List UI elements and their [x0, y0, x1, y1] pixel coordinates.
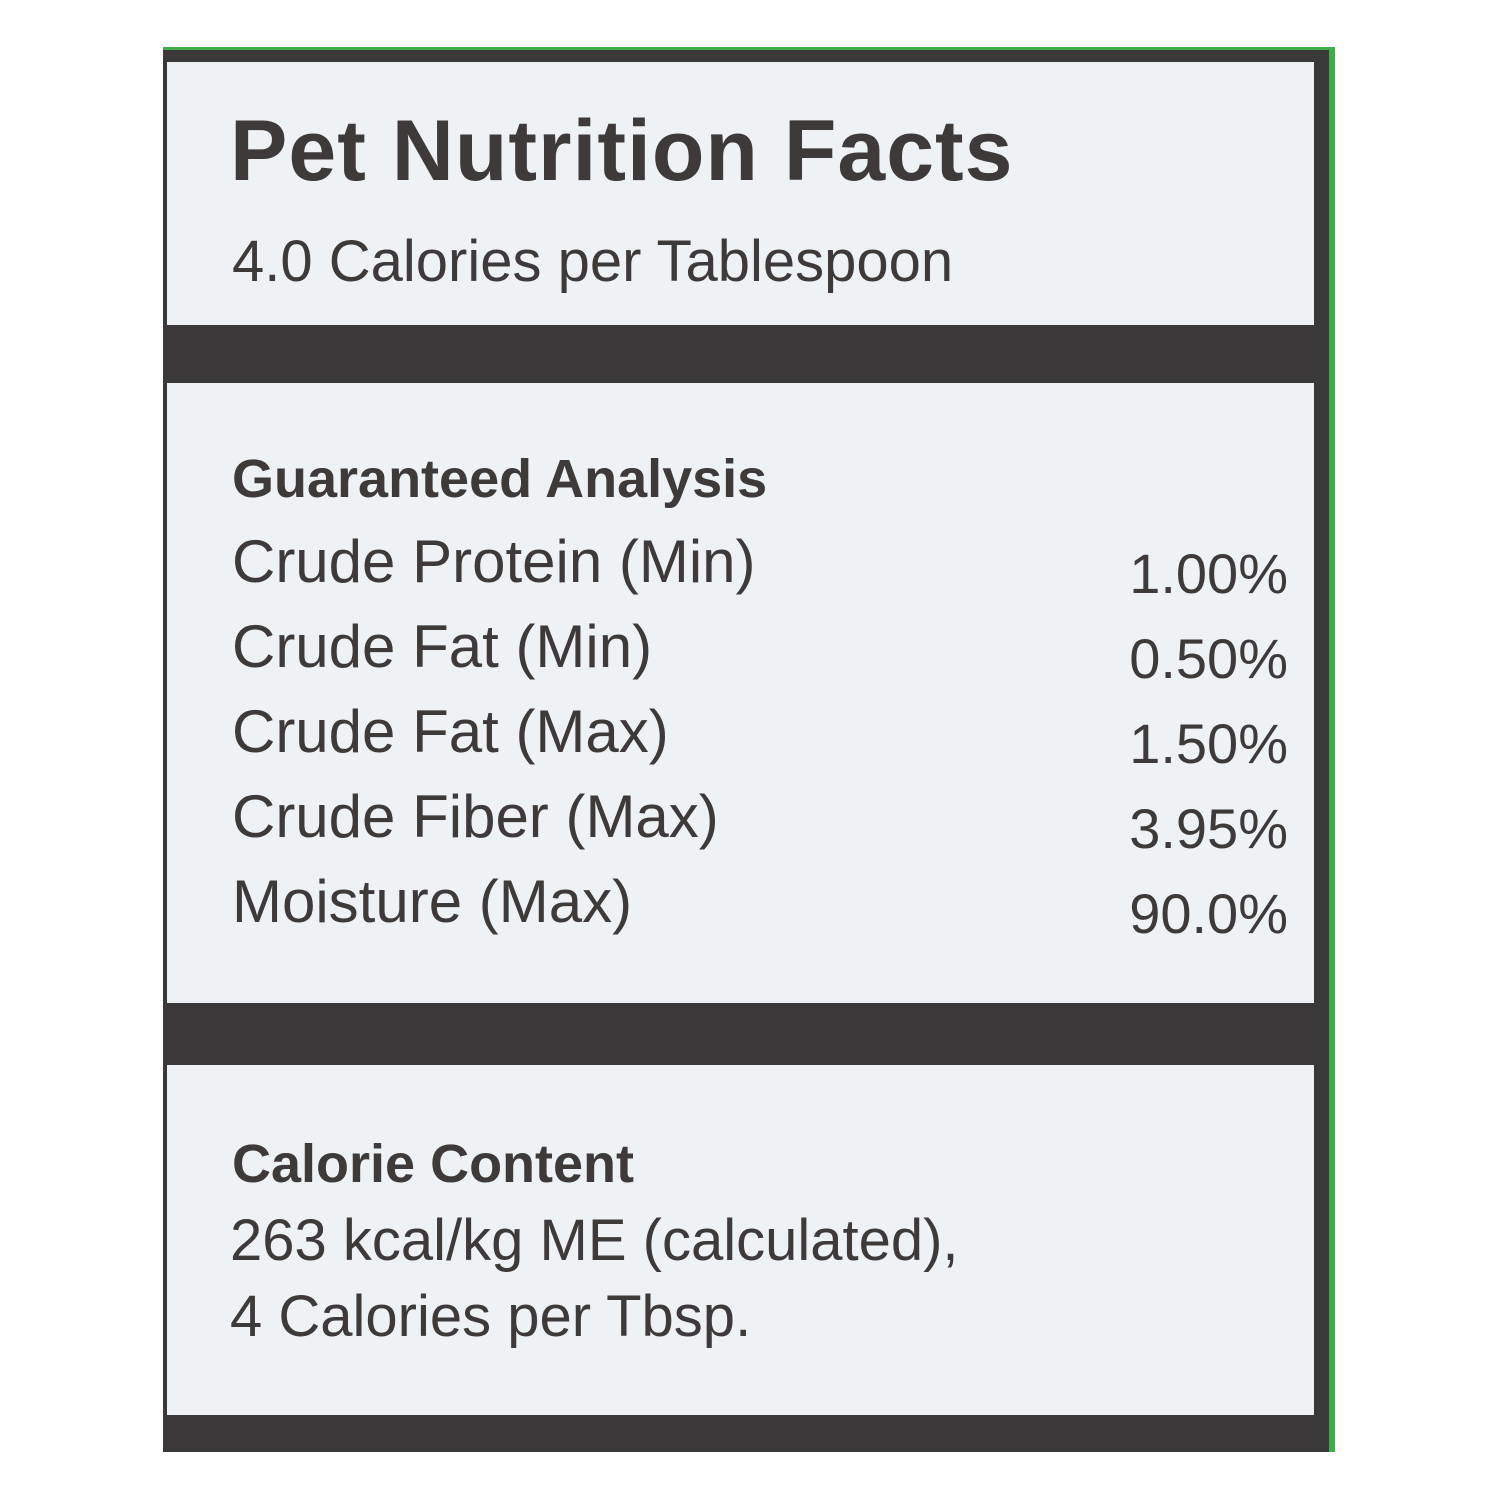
header-panel	[167, 62, 1314, 325]
calorie-line: 263 kcal/kg ME (calculated),	[230, 1208, 959, 1273]
nutrient-label: Crude Fiber (Max)	[232, 783, 719, 850]
title: Pet Nutrition Facts	[230, 103, 1014, 199]
nutrient-value: 1.50%	[1129, 712, 1288, 775]
calorie-panel	[167, 1065, 1314, 1415]
nutrient-label: Crude Protein (Min)	[232, 528, 756, 595]
nutrient-label: Crude Fat (Max)	[232, 698, 669, 765]
nutrient-value: 0.50%	[1129, 627, 1288, 690]
analysis-heading: Guaranteed Analysis	[232, 449, 768, 509]
calorie-line: 4 Calories per Tbsp.	[230, 1284, 752, 1349]
nutrient-label: Moisture (Max)	[232, 868, 633, 935]
nutrient-label: Crude Fat (Min)	[232, 613, 653, 680]
nutrient-value: 90.0%	[1129, 882, 1288, 945]
nutrient-value: 1.00%	[1129, 542, 1288, 605]
calorie-heading: Calorie Content	[232, 1134, 635, 1194]
analysis-panel	[167, 383, 1314, 1003]
subtitle: 4.0 Calories per Tablespoon	[232, 229, 954, 294]
nutrient-value: 3.95%	[1129, 797, 1288, 860]
